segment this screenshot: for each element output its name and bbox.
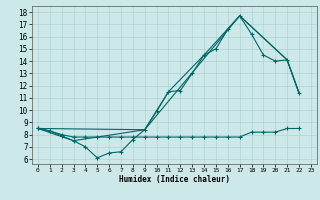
X-axis label: Humidex (Indice chaleur): Humidex (Indice chaleur) bbox=[119, 175, 230, 184]
